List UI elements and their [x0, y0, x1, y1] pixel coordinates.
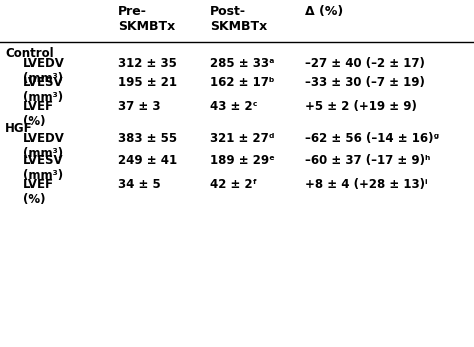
Text: Δ (%): Δ (%) — [305, 5, 343, 18]
Text: HGF: HGF — [5, 122, 33, 135]
Text: –62 ± 56 (–14 ± 16)ᵍ: –62 ± 56 (–14 ± 16)ᵍ — [305, 132, 439, 145]
Text: LVEDV
(mm³): LVEDV (mm³) — [23, 57, 65, 85]
Text: Pre-
SKMBTx: Pre- SKMBTx — [118, 5, 175, 33]
Text: 189 ± 29ᵉ: 189 ± 29ᵉ — [210, 154, 275, 167]
Text: LVESV
(mm³): LVESV (mm³) — [23, 76, 64, 104]
Text: +5 ± 2 (+19 ± 9): +5 ± 2 (+19 ± 9) — [305, 100, 417, 113]
Text: LVEDV
(mm³): LVEDV (mm³) — [23, 132, 65, 160]
Text: 43 ± 2ᶜ: 43 ± 2ᶜ — [210, 100, 257, 113]
Text: 37 ± 3: 37 ± 3 — [118, 100, 161, 113]
Text: 42 ± 2ᶠ: 42 ± 2ᶠ — [210, 178, 257, 191]
Text: Post-
SKMBTx: Post- SKMBTx — [210, 5, 267, 33]
Text: –27 ± 40 (–2 ± 17): –27 ± 40 (–2 ± 17) — [305, 57, 425, 70]
Text: 321 ± 27ᵈ: 321 ± 27ᵈ — [210, 132, 274, 145]
Text: LVEF
(%): LVEF (%) — [23, 100, 54, 128]
Text: 34 ± 5: 34 ± 5 — [118, 178, 161, 191]
Text: +8 ± 4 (+28 ± 13)ⁱ: +8 ± 4 (+28 ± 13)ⁱ — [305, 178, 428, 191]
Text: LVESV
(mm³): LVESV (mm³) — [23, 154, 64, 182]
Text: Control: Control — [5, 47, 54, 60]
Text: 162 ± 17ᵇ: 162 ± 17ᵇ — [210, 76, 274, 89]
Text: 285 ± 33ᵃ: 285 ± 33ᵃ — [210, 57, 274, 70]
Text: 249 ± 41: 249 ± 41 — [118, 154, 177, 167]
Text: –33 ± 30 (–7 ± 19): –33 ± 30 (–7 ± 19) — [305, 76, 425, 89]
Text: –60 ± 37 (–17 ± 9)ʰ: –60 ± 37 (–17 ± 9)ʰ — [305, 154, 430, 167]
Text: 195 ± 21: 195 ± 21 — [118, 76, 177, 89]
Text: 312 ± 35: 312 ± 35 — [118, 57, 177, 70]
Text: 383 ± 55: 383 ± 55 — [118, 132, 177, 145]
Text: LVEF
(%): LVEF (%) — [23, 178, 54, 206]
